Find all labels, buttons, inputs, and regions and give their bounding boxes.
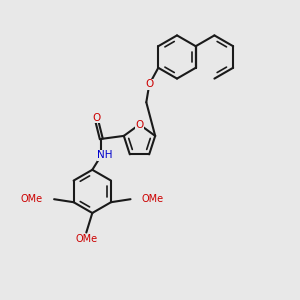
Text: O: O [135, 119, 144, 130]
Text: OMe: OMe [142, 194, 164, 204]
Text: NH: NH [97, 150, 113, 161]
Text: O: O [145, 79, 153, 89]
Text: OMe: OMe [21, 194, 43, 204]
Text: O: O [93, 113, 101, 123]
Text: OMe: OMe [75, 234, 98, 244]
